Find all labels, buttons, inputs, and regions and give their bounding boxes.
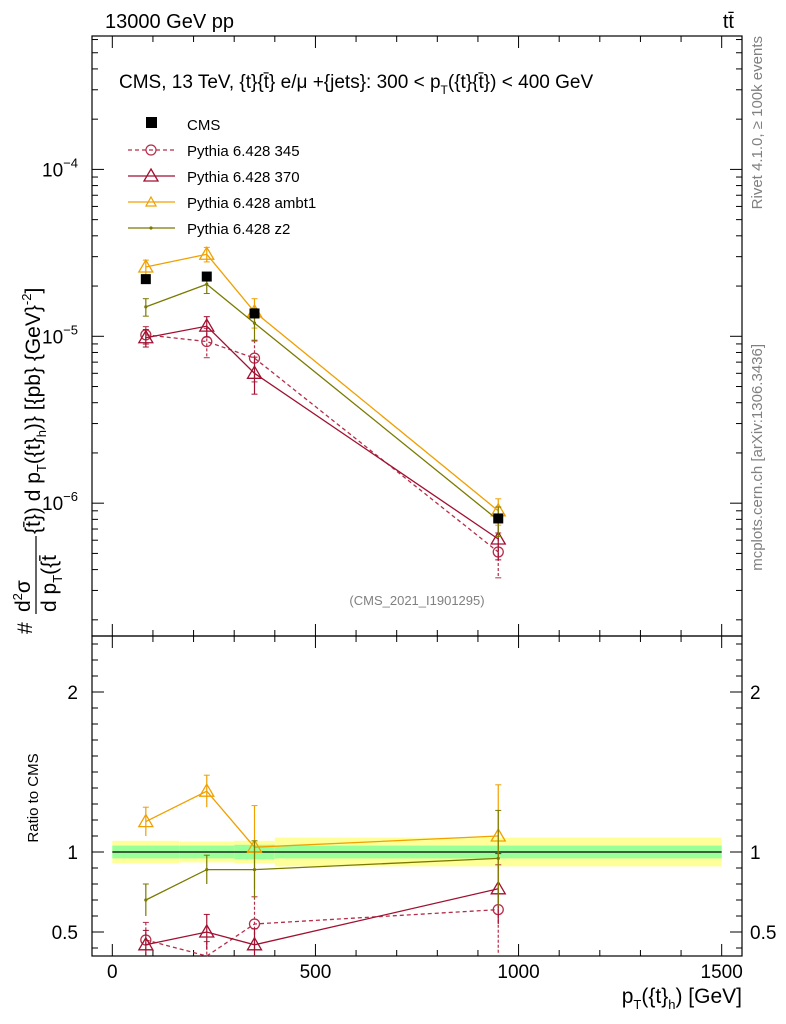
ratio-point-ambt1 (198, 782, 215, 797)
ratio-line-345 (145, 908, 499, 957)
x-axis-label: pT({t}h) [GeV] (622, 985, 742, 1012)
process-label: tt̄ (723, 11, 735, 33)
chart-title: CMS, 13 TeV, {t}{t̄} e/μ +{jets}: 300 < … (119, 72, 593, 97)
ratio-line-z2 (145, 857, 499, 901)
analysis-id-label: (CMS_2021_I1901295) (349, 593, 484, 608)
ratio-tick-label-left: 2 (67, 683, 78, 704)
mcplots-label: mcplots.cern.ch [arXiv:1306.3436] (749, 344, 766, 571)
x-tick-label: 500 (300, 962, 332, 983)
legend-marker-cms (146, 117, 157, 128)
ratio-point-370 (198, 923, 215, 938)
energy-label: 13000 GeV pp (105, 11, 234, 33)
x-tick-label: 1000 (497, 962, 539, 983)
x-tick-label: 0 (107, 962, 118, 983)
ratio-y-axis-label: Ratio to CMS (25, 753, 42, 842)
ratio-point-z2 (252, 868, 257, 872)
point-ambt1 (198, 245, 215, 260)
x-tick-label: 1500 (701, 962, 743, 983)
point-ambt1 (137, 258, 154, 273)
legend-label-cms: CMS (187, 117, 220, 134)
ratio-point-z2 (144, 898, 148, 902)
ratio-point-370 (137, 936, 154, 951)
point-z2 (252, 321, 257, 325)
axis-ticks: 0 500 1000 1500 10−6 10−5 10−4 0.5 0.5 1 1 2 2 (42, 36, 776, 983)
data-point-cms (249, 308, 260, 319)
ratio-point-z2 (205, 868, 209, 872)
legend-label-z2: Pythia 6.428 z2 (187, 221, 290, 238)
svg-text:d pT({t̄: d pT({t̄ (38, 555, 65, 612)
legend-label-370: Pythia 6.428 370 (187, 169, 300, 186)
y-tick-label: 10−6 (42, 489, 78, 515)
point-370 (490, 530, 507, 545)
series-line-370 (145, 325, 499, 540)
y-tick-label: 10−4 (42, 155, 78, 181)
y-tick-label: 10−5 (42, 322, 78, 348)
legend-marker-345 (145, 144, 157, 156)
legend-marker-ambt1 (144, 195, 158, 207)
ratio-series-group (137, 774, 507, 957)
svg-text:#: # (14, 622, 37, 634)
legend: CMS Pythia 6.428 345 Pythia 6.428 370 Py… (128, 117, 316, 238)
data-point-cms (201, 271, 212, 282)
series-line-z2 (145, 283, 499, 521)
svg-text:{t̄}) d pT({t}h)} [{pb} {GeV}-: {t̄}) d pT({t}h)} [{pb} {GeV}-2] (19, 288, 49, 534)
point-370 (137, 329, 154, 344)
point-z2 (205, 282, 209, 286)
ratio-line-370 (145, 888, 499, 946)
point-370 (198, 317, 215, 332)
ratio-point-z2 (496, 856, 500, 861)
series-line-ambt1 (145, 253, 499, 512)
ratio-point-370 (246, 936, 263, 951)
ratio-plot-frame (91, 635, 743, 957)
main-series-group (137, 245, 507, 579)
svg-text:d2σ: d2σ (10, 580, 35, 612)
ratio-tick-label-left: 0.5 (52, 923, 78, 944)
legend-marker-z2 (149, 226, 153, 230)
legend-label-ambt1: Pythia 6.428 ambt1 (187, 195, 316, 212)
ratio-tick-label-left: 1 (67, 843, 78, 864)
y-axis-label: # d2σ d pT({t̄ {t̄}) d pT({t}h)} [{pb} {… (10, 288, 65, 634)
point-z2 (144, 305, 148, 309)
data-point-cms (140, 274, 151, 285)
ratio-tick-label-right: 0.5 (750, 923, 776, 944)
legend-marker-370 (142, 167, 160, 182)
rivet-version-label: Rivet 4.1.0, ≥ 100k events (749, 36, 766, 209)
point-370 (246, 365, 263, 379)
ratio-line-ambt1 (145, 790, 499, 848)
ratio-point-ambt1 (137, 813, 154, 828)
ratio-tick-label-right: 1 (750, 843, 761, 864)
data-point-cms (493, 513, 504, 524)
ratio-tick-label-right: 2 (750, 683, 761, 704)
legend-label-345: Pythia 6.428 345 (187, 143, 300, 160)
